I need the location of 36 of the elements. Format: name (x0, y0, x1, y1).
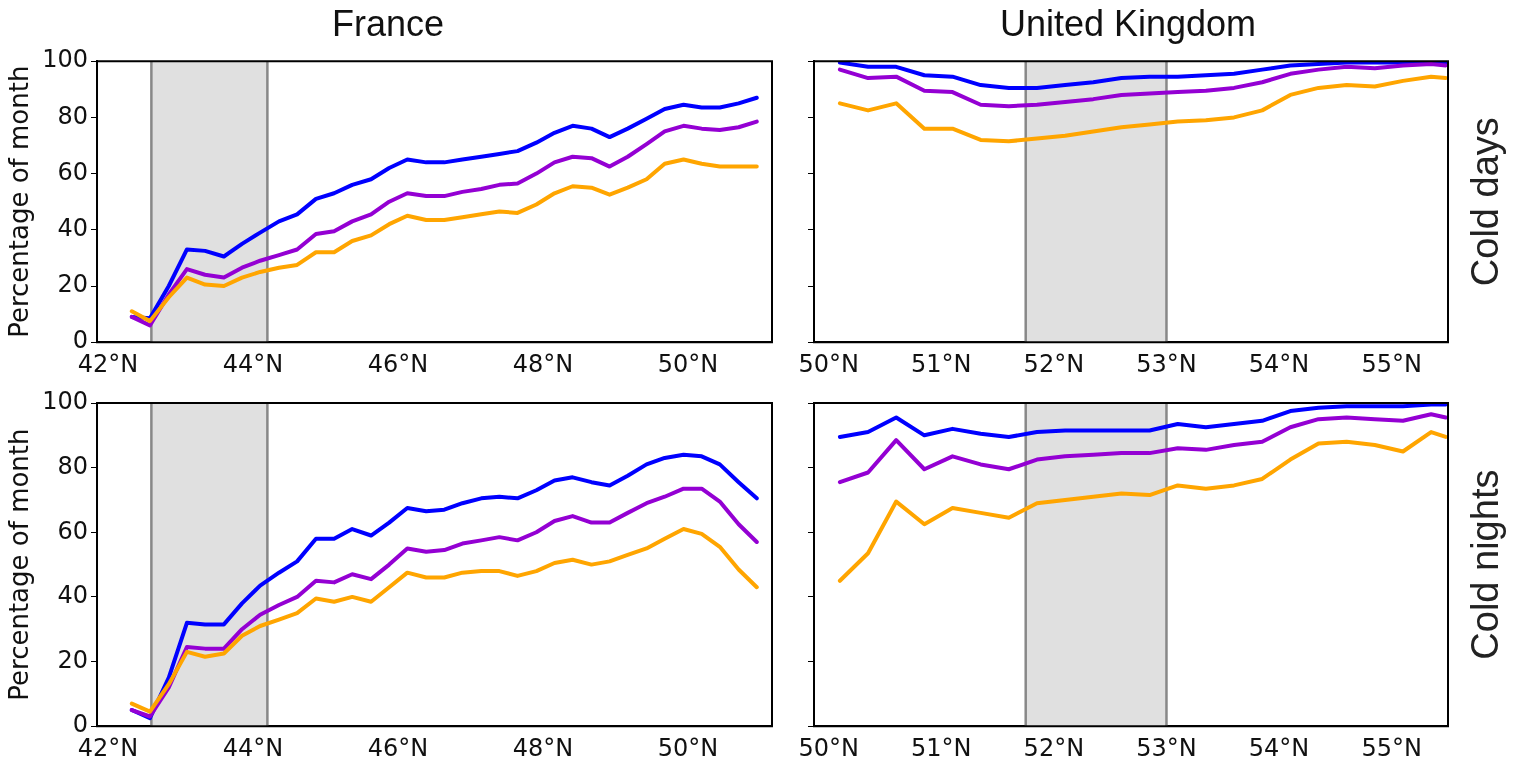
x-tick-label: 50°N (798, 733, 859, 762)
y-axis-title: Percentage of month (4, 428, 35, 701)
x-tick-label: 48°N (512, 349, 574, 378)
y-tick-label: 60 (57, 516, 89, 545)
y-tick-label: 100 (42, 387, 89, 416)
x-tick-label: 46°N (367, 733, 429, 762)
x-tick-label: 50°N (798, 349, 859, 378)
y-tick-label: 60 (57, 157, 89, 186)
x-tick-label: 46°N (367, 349, 429, 378)
x-tick-label: 51°N (911, 349, 972, 378)
y-tick-label: 20 (57, 270, 89, 299)
x-tick-label: 48°N (512, 733, 574, 762)
x-tick-label: 52°N (1023, 733, 1085, 762)
x-tick-label: 55°N (1361, 349, 1422, 378)
x-tick-label: 51°N (911, 733, 972, 762)
x-tick-label: 54°N (1248, 733, 1310, 762)
y-tick-label: 40 (57, 581, 89, 610)
y-tick-label: 80 (57, 101, 89, 130)
x-tick-label: 50°N (657, 349, 719, 378)
text: Cold days (1464, 117, 1507, 287)
y-tick-label: 100 (42, 45, 89, 74)
x-tick-label: 44°N (222, 733, 284, 762)
x-tick-label: 53°N (1136, 349, 1197, 378)
text: Cold nights (1464, 469, 1507, 660)
y-axis-title: Percentage of month (4, 65, 35, 338)
chart-title: United Kingdom (999, 2, 1257, 44)
y-tick-label: 20 (57, 645, 89, 674)
x-tick-label: 54°N (1248, 349, 1310, 378)
x-tick-label: 50°N (657, 733, 719, 762)
x-tick-label: 52°N (1023, 349, 1085, 378)
x-tick-label: 55°N (1361, 733, 1422, 762)
chart-title: France (331, 2, 445, 44)
y-tick-label: 40 (57, 214, 89, 243)
y-tick-label: 80 (57, 451, 89, 480)
x-tick-label: 53°N (1136, 733, 1197, 762)
x-tick-label: 44°N (222, 349, 284, 378)
